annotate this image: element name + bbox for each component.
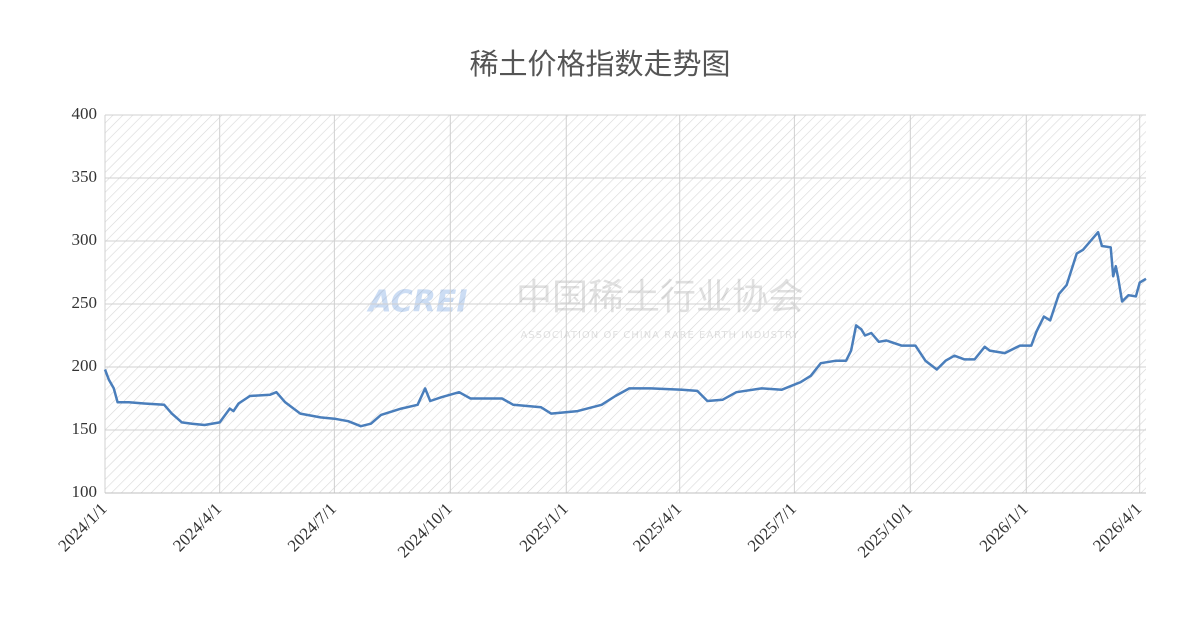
y-tick-label: 350 xyxy=(72,167,98,186)
y-tick-label: 400 xyxy=(72,104,98,123)
chart-title: 稀土价格指数走势图 xyxy=(469,47,730,81)
watermark-name: 中国稀土行业协会 xyxy=(516,277,804,318)
y-tick-label: 150 xyxy=(72,419,98,438)
x-tick-label: 2025/1/1 xyxy=(516,499,572,555)
x-tick-label: 2026/1/1 xyxy=(976,499,1032,555)
y-tick-label: 300 xyxy=(72,230,98,249)
watermark-logo: ACREI xyxy=(366,285,467,320)
watermark-subtitle: ASSOCIATION OF CHINA RARE EARTH INDUSTRY xyxy=(520,330,799,341)
x-tick-label: 2025/7/1 xyxy=(744,499,800,555)
y-tick-label: 250 xyxy=(72,293,98,312)
x-tick-label: 2024/4/1 xyxy=(169,499,225,555)
line-series xyxy=(103,230,1147,428)
y-tick-label: 100 xyxy=(72,482,98,501)
y-tick-label: 200 xyxy=(72,356,98,375)
x-tick-label: 2024/1/1 xyxy=(54,499,110,555)
x-tick-label: 2025/10/1 xyxy=(854,499,916,561)
x-tick-label: 2026/4/1 xyxy=(1089,499,1145,555)
x-tick-label: 2025/4/1 xyxy=(629,499,685,555)
x-tick-label: 2024/10/1 xyxy=(394,499,456,561)
x-tick-label: 2024/7/1 xyxy=(284,499,340,555)
